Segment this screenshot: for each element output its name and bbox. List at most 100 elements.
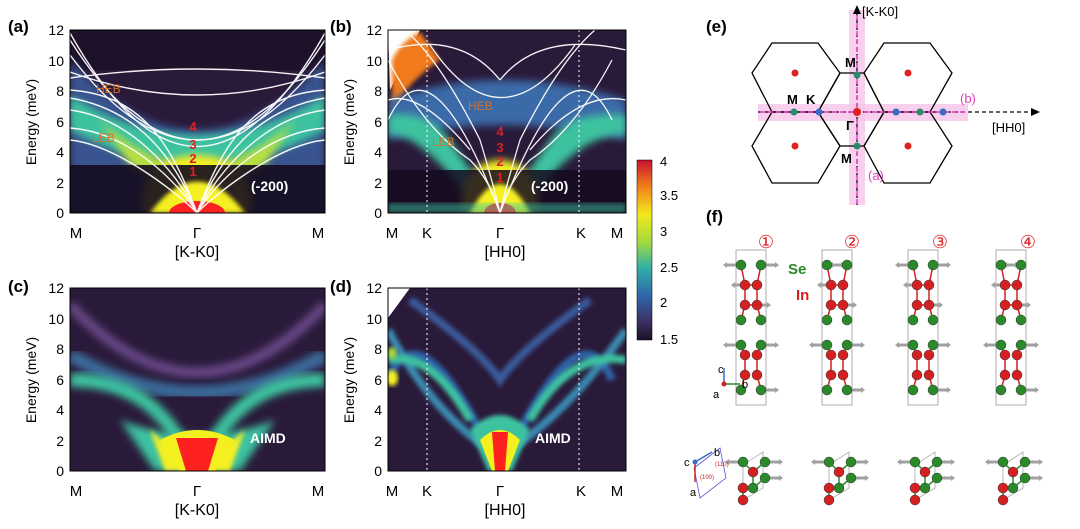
se-atom [823,456,835,468]
panel-a-ytick: 12 [48,22,64,38]
se-atom [755,259,767,271]
se-atom-label: Se [788,261,806,278]
panel-e: (e) [K-K0] [HH0] (a) (b) [706,4,1040,205]
panel-c-ytick: 12 [48,280,64,296]
in-atom [751,349,763,361]
axis-a2-label: a [690,487,697,499]
panel-d-xtick: M [611,483,624,500]
se-atom [1015,259,1027,271]
in-atom [825,349,837,361]
se-atom [919,482,931,494]
in-atom [923,299,935,311]
panel-b-xtick: K [422,225,432,242]
in-atom [911,349,923,361]
panel-c-annotation: AIMD [250,430,286,446]
se-atom [821,339,833,351]
se-atom [735,259,747,271]
panel-a-xlabel: [K-K0] [175,244,219,261]
in-atom [737,482,749,494]
axis-a-label: a [713,389,720,401]
se-atom [1015,314,1027,326]
panel-d-ytick: 2 [374,433,382,449]
panel-b-xtick: M [611,225,624,242]
se-atom [841,384,853,396]
panel-c-xtick: M [312,483,325,500]
panel-c-xtick: M [70,483,83,500]
panel-b-ytick: 4 [374,144,382,160]
panel-f-label: (f) [706,207,723,226]
in-atom [911,299,923,311]
panel-d-ytick: 0 [374,463,382,479]
mode-1-structure [723,259,783,506]
panel-b-ytick: 2 [374,175,382,191]
colorbar-tick: 3 [660,224,667,239]
panel-c-ytick: 6 [56,372,64,388]
point-gamma: Γ [846,118,854,133]
panel-c-ylabel: Energy (meV) [23,337,39,423]
plane-label-2: (110) [715,462,729,468]
panel-b-mode-3: 3 [496,140,503,155]
in-atom [739,369,751,381]
se-atom [907,384,919,396]
panel-b-leb-label: LEB [432,135,455,149]
panel-d-ytick: 12 [366,280,382,296]
se-atom [907,339,919,351]
se-atom [995,339,1007,351]
in-atom [923,349,935,361]
panel-c-heatmap [70,288,325,471]
in-atom [999,299,1011,311]
panel-a-label: (a) [8,17,29,36]
in-atom [923,279,935,291]
panel-d-annotation: AIMD [535,430,571,446]
in-atom [919,466,931,478]
axis-c2-label: c [684,457,690,469]
se-atom [1007,482,1019,494]
in-atom [909,494,921,506]
panel-d-ytick: 10 [366,311,382,327]
panel-b: (b) Energy (meV) [330,17,627,261]
se-atom [995,384,1007,396]
panel-d-xtick: K [576,483,586,500]
in-atom [837,299,849,311]
se-atom [755,384,767,396]
mode-1-label: ① [758,232,774,252]
panel-d-ylabel: Energy (meV) [341,337,357,423]
in-atom [751,369,763,381]
se-atom [931,456,943,468]
se-atom [995,314,1007,326]
axis-b2-label: b [714,447,720,459]
in-atom-label: In [796,287,809,304]
se-atom [909,456,921,468]
panel-c-ytick: 2 [56,433,64,449]
se-atom [845,456,857,468]
in-atom [825,299,837,311]
se-atom [927,339,939,351]
panel-d-xlabel: [HH0] [485,502,526,519]
in-atom [751,279,763,291]
se-atom [821,384,833,396]
panel-b-ytick: 8 [374,83,382,99]
in-atom [923,369,935,381]
panel-a-ytick: 10 [48,53,64,69]
panel-d-xtick: M [386,483,399,500]
panel-b-ytick: 12 [366,22,382,38]
arrow-up-icon [853,5,861,14]
panel-c-xlabel: [K-K0] [175,502,219,519]
panel-b-xtick: M [386,225,399,242]
se-atom [755,339,767,351]
panel-a-leb-label: LEB [92,131,115,145]
in-atom [825,369,837,381]
se-atom [995,259,1007,271]
in-atom [911,279,923,291]
in-atom [739,299,751,311]
mode-4-structure [983,259,1043,506]
in-atom [751,299,763,311]
se-atom [841,314,853,326]
panel-a: (a) Energy (meV) [8,17,326,261]
point-m-bottom: M [841,151,852,166]
panel-b-ytick: 0 [374,205,382,221]
arrow-right-icon [1031,108,1040,116]
cut-a-label: (a) [868,168,884,183]
in-atom [737,494,749,506]
panel-a-ytick: 6 [56,114,64,130]
